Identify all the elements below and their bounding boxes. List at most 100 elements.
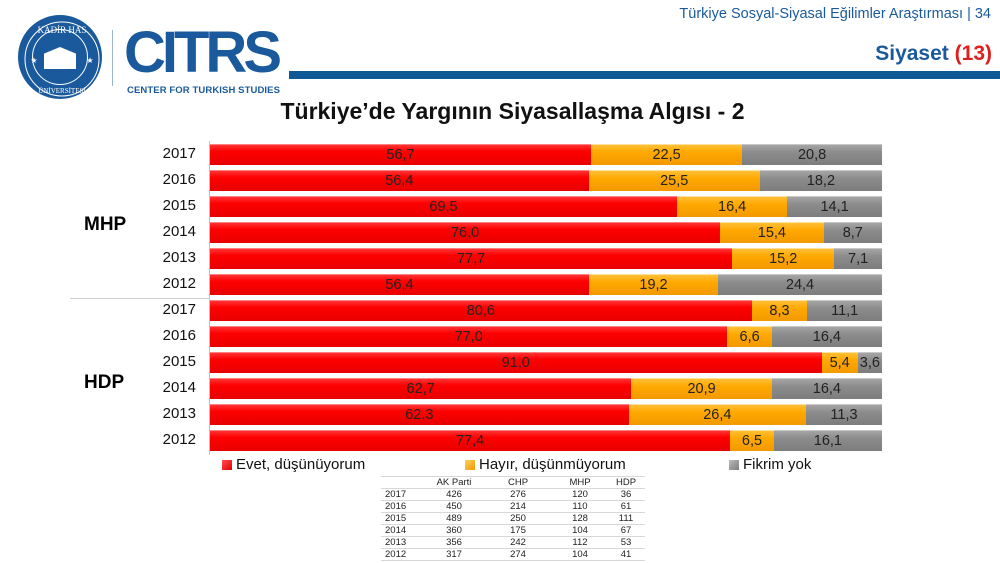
svg-text:ÜNİVERSİTESİ: ÜNİVERSİTESİ (38, 87, 86, 95)
bar-segment-gray: 11,3 (806, 404, 882, 425)
year-label: 2017 (162, 145, 196, 162)
bar-segment-red: 91,0 (210, 352, 822, 373)
legend-item-fikrim-yok: Fikrim yok (729, 456, 811, 473)
table-row: 2013 356 242 112 53 (381, 536, 645, 549)
year-label: 2016 (162, 171, 196, 188)
gray-swatch-icon (729, 459, 739, 470)
year-label: 2012 (162, 275, 196, 292)
bar-segment-orange: 5,4 (821, 352, 858, 373)
year-label: 2013 (162, 249, 196, 266)
bar-segment-orange: 16,4 (677, 196, 788, 217)
year-cell: 2017 (381, 488, 425, 501)
bar-segment-red: 56,4 (210, 170, 589, 191)
bar-segment-gray: 8,7 (823, 222, 882, 243)
table-row: 2014 360 175 104 67 (381, 524, 645, 537)
bar-segment-orange: 20,9 (631, 378, 772, 399)
bar-segment-gray: 18,2 (759, 170, 882, 191)
year-cell: 2013 (381, 536, 425, 549)
bar-segment-red: 56,4 (210, 274, 589, 295)
bar-segment-orange: 6,6 (727, 326, 772, 347)
report-title: Türkiye Sosyal-Siyasal Eğilimler Araştır… (679, 6, 991, 22)
table-header-row: AK Parti CHP MHP HDP (381, 476, 645, 489)
bar-segment-gray: 7,1 (834, 248, 882, 269)
bar-segment-red: 77,0 (210, 326, 728, 347)
count-cell: 276 (483, 488, 553, 501)
legend-label: Fikrim yok (743, 456, 812, 473)
bar-row: 56,4 25,5 18,2 (210, 170, 882, 191)
table-row: 2016 450 214 110 61 (381, 500, 645, 513)
bar-segment-red: 77,4 (210, 430, 731, 451)
bar-segment-orange: 22,5 (591, 144, 743, 165)
legend-item-evet: Evet, düşünüyorum (222, 456, 365, 473)
table-row: 2012 317 274 104 41 (381, 548, 645, 561)
count-cell: 53 (607, 536, 645, 549)
section-title: Siyaset (13) (875, 42, 992, 66)
count-cell: 450 (425, 500, 483, 513)
year-label: 2014 (162, 223, 196, 240)
section-name: Siyaset (875, 42, 949, 65)
count-cell: 67 (607, 524, 645, 537)
count-cell: 360 (425, 524, 483, 537)
bar-segment-gray: 24,4 (718, 274, 882, 295)
bar-segment-orange: 8,3 (751, 300, 808, 321)
bar-row: 62,7 20,9 16,4 (210, 378, 882, 399)
year-label: 2015 (162, 197, 196, 214)
bar-segment-gray: 16,4 (771, 378, 882, 399)
count-cell: 356 (425, 536, 483, 549)
legend-label: Hayır, düşünmüyorum (479, 456, 626, 473)
citrs-logo: CITRS (124, 20, 282, 85)
section-number: (13) (954, 42, 992, 65)
bar-segment-orange: 19,2 (589, 274, 719, 295)
bar-segment-red: 80,6 (210, 300, 752, 321)
count-cell: 104 (553, 548, 607, 561)
bar-row: 62,3 26,4 11,3 (210, 404, 882, 425)
bar-row: 76,0 15,4 8,7 (210, 222, 882, 243)
bar-segment-gray: 20,8 (742, 144, 882, 165)
bar-segment-orange: 6,5 (730, 430, 774, 451)
citrs-subtitle: CENTER FOR TURKISH STUDIES (127, 85, 281, 96)
year-cell: 2016 (381, 500, 425, 513)
group-label-hdp: HDP (84, 372, 125, 393)
bar-row: 77,7 15,2 7,1 (210, 248, 882, 269)
bar-segment-red: 76,0 (210, 222, 721, 243)
count-cell: 426 (425, 488, 483, 501)
svg-text:★: ★ (86, 56, 93, 65)
bar-segment-orange: 15,2 (732, 248, 835, 269)
bar-row: 56,4 19,2 24,4 (210, 274, 882, 295)
count-cell: 111 (607, 512, 645, 525)
logo-divider (112, 30, 113, 86)
count-cell: 274 (483, 548, 553, 561)
bar-segment-red: 69,5 (210, 196, 678, 217)
orange-swatch-icon (465, 459, 475, 470)
count-cell: 214 (483, 500, 553, 513)
group-separator (70, 298, 210, 299)
count-cell: 104 (553, 524, 607, 537)
kadir-has-seal-logo: KADİR HAS ÜNİVERSİTESİ ★ ★ (18, 15, 102, 99)
count-cell: 317 (425, 548, 483, 561)
header-cell: AK Parti (425, 476, 483, 489)
count-cell: 120 (553, 488, 607, 501)
bar-segment-gray: 14,1 (787, 196, 882, 217)
bar-segment-red: 77,7 (210, 248, 733, 269)
table-row: 2017 426 276 120 36 (381, 488, 645, 501)
bar-segment-orange: 25,5 (588, 170, 760, 191)
header-cell: MHP (553, 476, 607, 489)
count-cell: 41 (607, 548, 645, 561)
group-label-mhp: MHP (84, 214, 127, 235)
bar-segment-orange: 26,4 (628, 404, 807, 425)
bar-row: 56,7 22,5 20,8 (210, 144, 882, 165)
year-label: 2015 (162, 353, 196, 370)
count-cell: 175 (483, 524, 553, 537)
chart-title: Türkiye’de Yargının Siyasallaşma Algısı … (280, 98, 745, 124)
year-label: 2017 (162, 301, 196, 318)
header-cell (381, 476, 425, 489)
bar-segment-gray: 16,4 (771, 326, 882, 347)
red-swatch-icon (222, 459, 232, 470)
year-label: 2012 (162, 431, 196, 448)
bar-row: 80,6 8,3 11,1 (210, 300, 882, 321)
count-cell: 128 (553, 512, 607, 525)
count-cell: 61 (607, 500, 645, 513)
bar-segment-orange: 15,4 (720, 222, 824, 243)
bar-row: 91,0 5,4 3,6 (210, 352, 882, 373)
year-cell: 2014 (381, 524, 425, 537)
